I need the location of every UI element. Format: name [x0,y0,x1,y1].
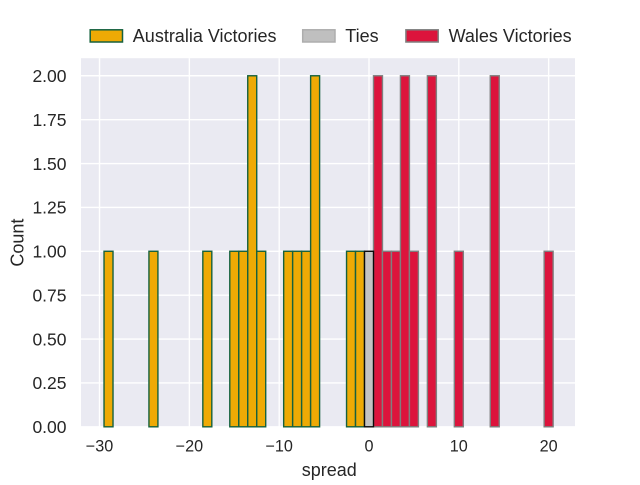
svg-text:−10: −10 [265,438,292,456]
svg-text:Wales Victories: Wales Victories [449,26,572,46]
svg-text:0.00: 0.00 [32,417,66,437]
svg-text:0: 0 [364,438,373,456]
svg-text:20: 20 [540,438,558,456]
svg-text:1.75: 1.75 [32,110,66,130]
svg-text:Count: Count [7,219,27,267]
svg-text:1.50: 1.50 [32,154,66,174]
svg-text:−20: −20 [176,438,203,456]
svg-text:1.25: 1.25 [32,198,66,218]
svg-text:spread: spread [302,460,357,480]
svg-text:Ties: Ties [345,26,378,46]
svg-text:0.50: 0.50 [32,329,66,349]
svg-text:−30: −30 [86,438,113,456]
svg-text:0.75: 0.75 [32,285,66,305]
svg-text:0.25: 0.25 [32,373,66,393]
svg-text:10: 10 [450,438,468,456]
svg-text:Australia Victories: Australia Victories [133,26,277,46]
svg-text:2.00: 2.00 [32,66,66,86]
svg-text:1.00: 1.00 [32,242,66,262]
